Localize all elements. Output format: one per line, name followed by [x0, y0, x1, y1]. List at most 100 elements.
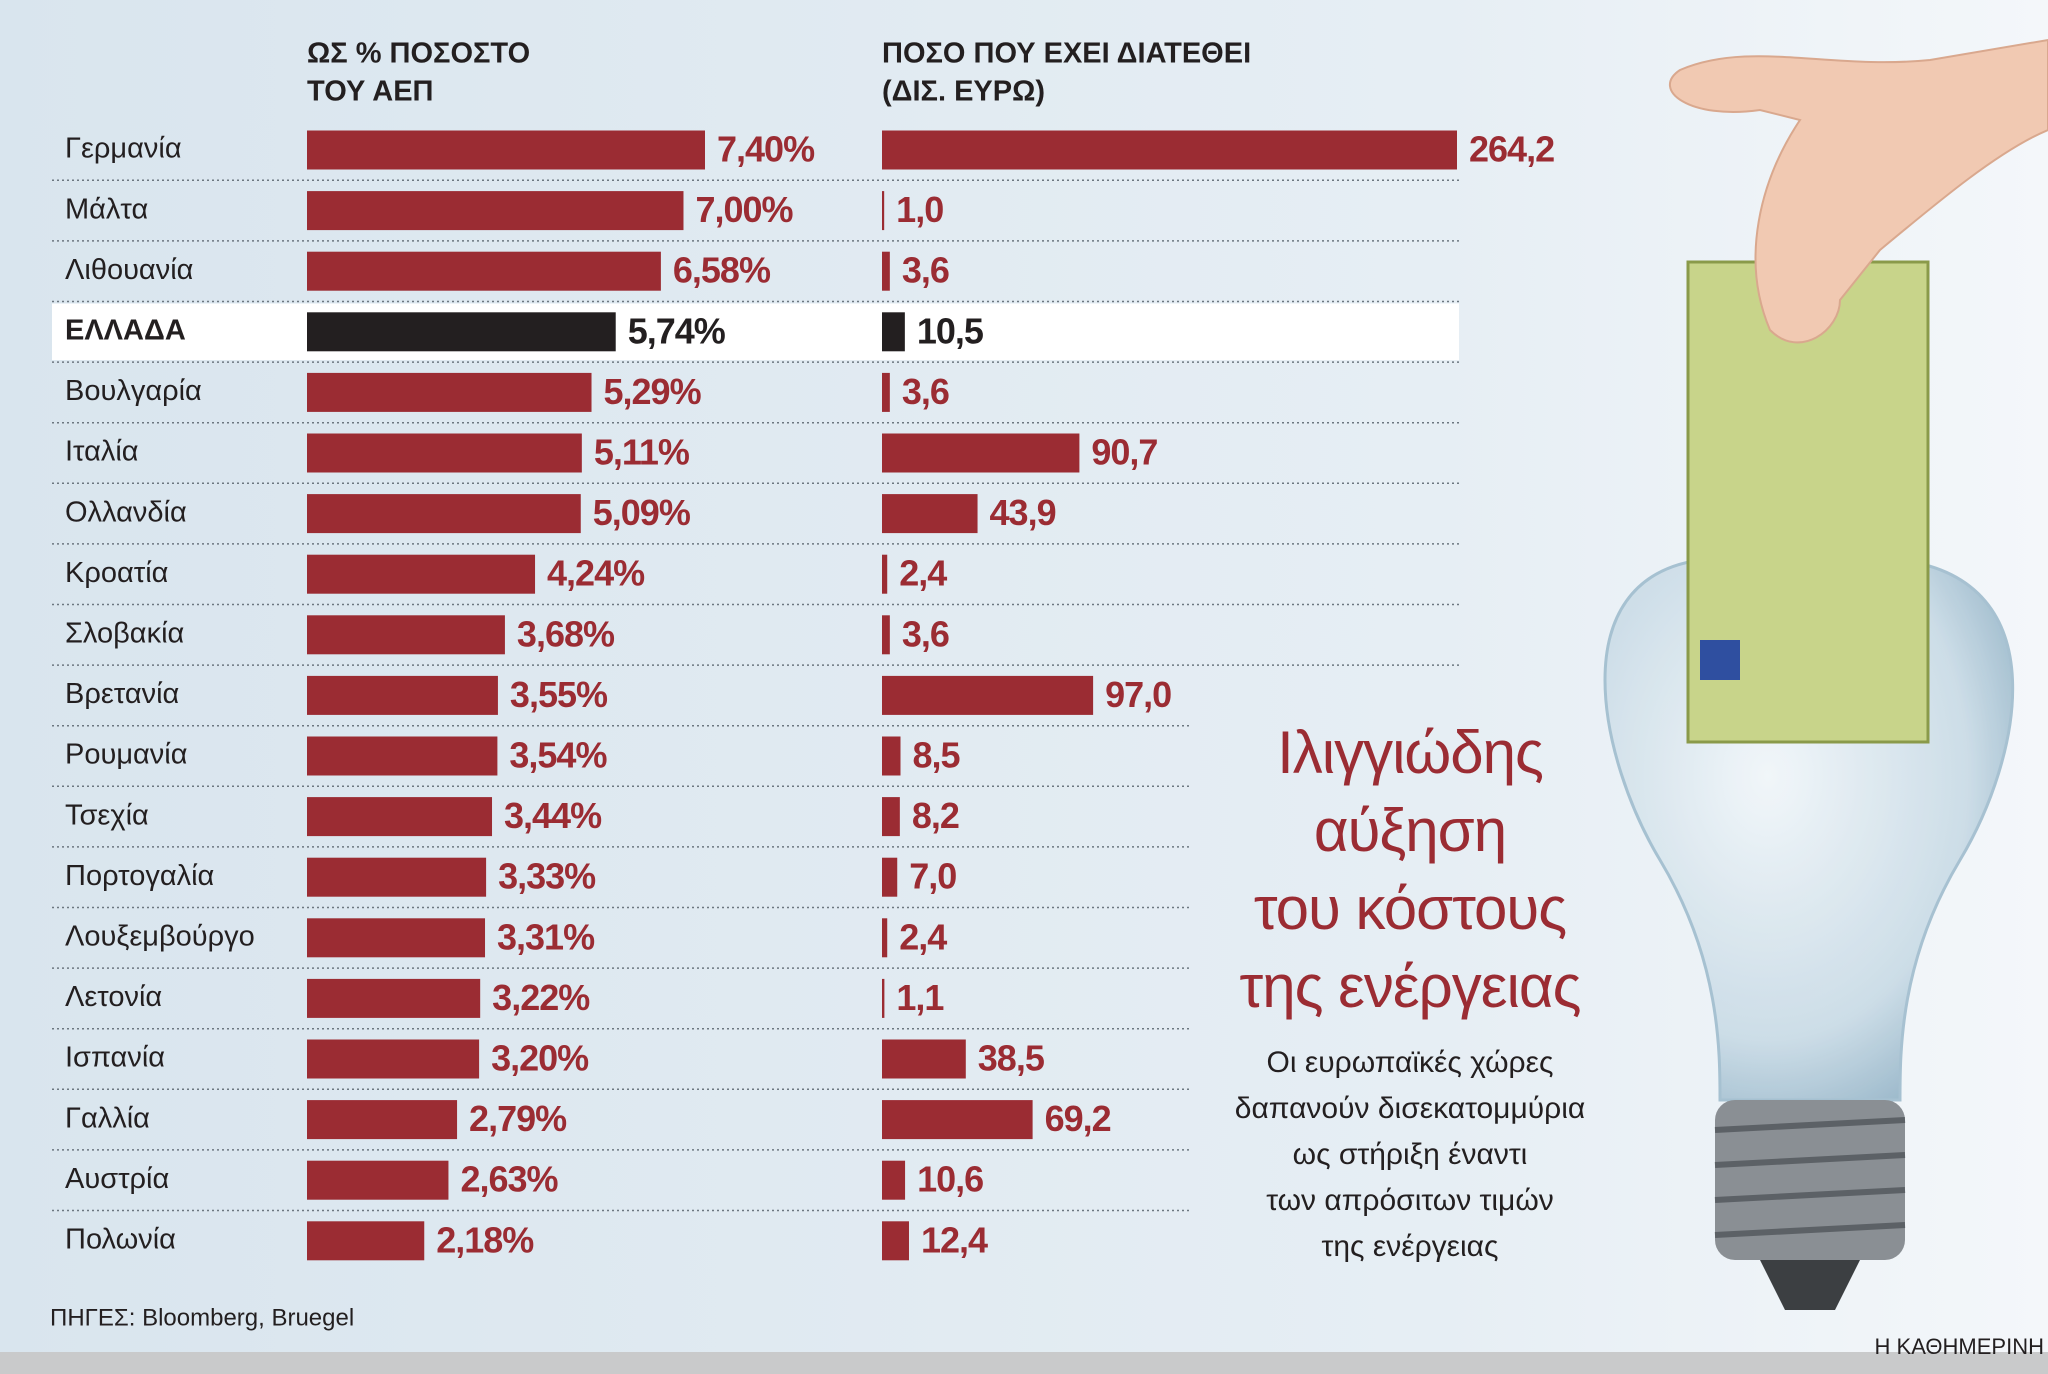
value-label: 3,33% — [498, 856, 596, 897]
subheadline: της ενέργειας — [1322, 1230, 1499, 1263]
value-label: 3,68% — [517, 613, 615, 654]
bar — [307, 130, 705, 170]
value-label: 1,0 — [896, 189, 943, 230]
value-label: 2,4 — [899, 553, 947, 594]
credit: Η ΚΑΘΗΜΕΡΙΝΗ — [1875, 1334, 2044, 1359]
category-label: Λουξεμβούργο — [65, 920, 255, 952]
bar — [307, 191, 684, 231]
category-label: Βρετανία — [65, 678, 179, 710]
bar — [307, 1221, 425, 1261]
bar — [882, 312, 905, 352]
subheadline: ως στήριξη έναντι — [1293, 1138, 1528, 1171]
column-header: ΤΟΥ ΑΕΠ — [307, 76, 434, 108]
bottom-band — [0, 1352, 2048, 1374]
value-label: 97,0 — [1105, 674, 1171, 715]
value-label: 90,7 — [1091, 432, 1157, 473]
category-label: ΕΛΛΑΔΑ — [65, 314, 186, 346]
bar — [307, 554, 536, 594]
value-label: 3,55% — [510, 674, 608, 715]
headline: Ιλιγγιώδης — [1277, 719, 1543, 786]
value-label: 5,29% — [604, 371, 702, 412]
bar — [882, 554, 888, 594]
subheadline: Οι ευρωπαϊκές χώρες — [1267, 1046, 1554, 1079]
value-label: 5,11% — [594, 432, 690, 473]
bar — [307, 372, 592, 412]
bar — [307, 433, 582, 473]
category-label: Ιταλία — [65, 436, 139, 468]
category-label: Ολλανδία — [65, 496, 187, 528]
bar — [882, 736, 901, 776]
bar — [882, 251, 890, 291]
value-label: 6,58% — [673, 250, 771, 291]
value-label: 2,79% — [469, 1098, 567, 1139]
value-label: 8,5 — [912, 735, 960, 776]
bar — [307, 615, 505, 655]
bar — [307, 675, 498, 715]
value-label: 3,31% — [497, 916, 595, 957]
bar — [882, 675, 1094, 715]
value-label: 69,2 — [1045, 1098, 1111, 1139]
category-label: Κροατία — [65, 557, 168, 589]
subheadline: δαπανούν δισεκατομμύρια — [1235, 1092, 1585, 1125]
value-label: 3,44% — [504, 795, 602, 836]
bar — [882, 372, 890, 412]
value-label: 2,18% — [436, 1219, 534, 1260]
bar — [882, 797, 900, 837]
value-label: 3,6 — [902, 371, 949, 412]
value-label: 10,5 — [917, 310, 984, 351]
value-label: 43,9 — [990, 492, 1056, 533]
subheadline: των απρόσιτων τιμών — [1266, 1184, 1554, 1217]
bar — [307, 312, 616, 352]
category-label: Τσεχία — [65, 799, 149, 831]
bar — [882, 494, 978, 534]
bar — [307, 1039, 480, 1079]
value-label: 38,5 — [978, 1038, 1045, 1079]
category-label: Πορτογαλία — [65, 860, 214, 892]
value-label: 3,54% — [509, 735, 607, 776]
source: ΠΗΓΕΣ: Bloomberg, Bruegel — [50, 1304, 354, 1331]
bulb-illustration — [1603, 38, 2048, 1310]
value-label: 4,24% — [547, 553, 645, 594]
category-label: Σλοβακία — [65, 617, 184, 649]
value-label: 1,1 — [896, 977, 944, 1018]
bar — [882, 615, 890, 655]
bar — [307, 978, 481, 1018]
bar — [882, 857, 898, 897]
category-label: Αυστρία — [65, 1163, 169, 1195]
category-label: Γερμανία — [65, 133, 182, 165]
bar — [307, 857, 487, 897]
category-label: Μάλτα — [65, 193, 148, 225]
category-label: Γαλλία — [65, 1102, 150, 1134]
bar — [882, 1160, 906, 1200]
highlight-band — [52, 303, 1459, 361]
value-label: 7,40% — [717, 129, 815, 170]
value-label: 7,0 — [909, 856, 956, 897]
headline: αύξηση — [1314, 797, 1506, 864]
value-label: 3,20% — [491, 1038, 589, 1079]
bar — [307, 736, 498, 776]
value-label: 3,6 — [902, 250, 949, 291]
bar — [307, 797, 493, 837]
category-label: Λιθουανία — [65, 254, 193, 286]
value-label: 10,6 — [917, 1159, 983, 1200]
value-label: 3,6 — [902, 613, 949, 654]
column-header: (ΔΙΣ. ΕΥΡΩ) — [882, 76, 1045, 108]
bar — [307, 1100, 458, 1140]
headline: της ενέργειας — [1240, 953, 1581, 1020]
bar — [882, 1039, 966, 1079]
category-label: Ισπανία — [65, 1042, 165, 1074]
category-label: Ρουμανία — [65, 739, 188, 771]
value-label: 2,4 — [899, 916, 947, 957]
value-label: 3,22% — [492, 977, 590, 1018]
column-header: ΩΣ % ΠΟΣΟΣΤΟ — [307, 38, 530, 70]
value-label: 7,00% — [695, 189, 793, 230]
bar — [882, 191, 885, 231]
value-label: 5,09% — [593, 492, 691, 533]
category-label: Πολωνία — [65, 1223, 176, 1255]
bar — [882, 1221, 909, 1261]
bar — [307, 494, 581, 534]
bar — [882, 918, 888, 958]
value-label: 8,2 — [912, 795, 959, 836]
